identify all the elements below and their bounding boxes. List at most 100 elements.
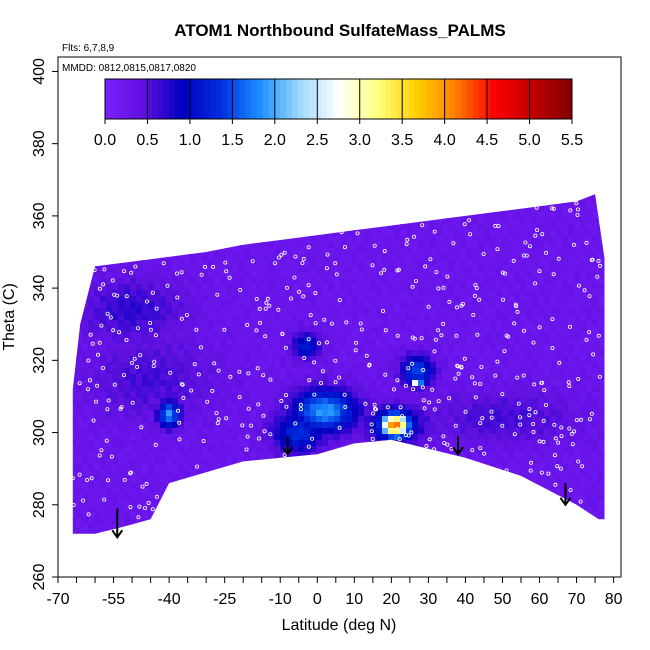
heatmap-cell — [160, 368, 167, 375]
heatmap-cell — [454, 404, 461, 411]
heatmap-cell — [376, 260, 383, 267]
heatmap-cell — [436, 320, 443, 327]
heatmap-cell — [538, 326, 545, 333]
heatmap-cell — [490, 380, 497, 387]
heatmap-cell — [484, 386, 491, 393]
heatmap-cell — [394, 374, 401, 381]
heatmap-cell — [490, 434, 497, 441]
heatmap-cell — [520, 290, 527, 297]
heatmap-cell — [514, 308, 521, 315]
heatmap-cell — [388, 380, 395, 387]
heatmap-cell — [82, 320, 89, 327]
heatmap-cell — [262, 422, 269, 429]
heatmap-cell — [520, 368, 527, 375]
heatmap-cell — [460, 278, 467, 285]
heatmap-cell — [130, 446, 137, 453]
heatmap-cell — [214, 380, 221, 387]
heatmap-cell — [262, 368, 269, 375]
heatmap-cell — [292, 416, 299, 423]
heatmap-cell — [454, 326, 461, 333]
heatmap-cell — [286, 332, 293, 339]
heatmap-cell — [286, 272, 293, 279]
heatmap-cell — [184, 314, 191, 321]
heatmap-cell — [178, 476, 185, 483]
heatmap-cell — [418, 320, 425, 327]
heatmap-cell — [364, 350, 371, 357]
heatmap-cell — [94, 482, 101, 489]
heatmap-cell — [160, 428, 167, 435]
heatmap-cell — [490, 278, 497, 285]
heatmap-cell — [112, 440, 119, 447]
heatmap-cell — [430, 230, 437, 237]
heatmap-cell — [124, 428, 131, 435]
heatmap-cell — [100, 272, 107, 279]
heatmap-cell — [112, 482, 119, 489]
heatmap-cell — [220, 350, 227, 357]
heatmap-cell — [538, 248, 545, 255]
heatmap-cell — [460, 452, 467, 459]
heatmap-cell — [328, 326, 335, 333]
heatmap-cell — [424, 326, 431, 333]
heatmap-cell — [484, 326, 491, 333]
heatmap-cell — [508, 440, 515, 447]
heatmap-cell — [550, 320, 557, 327]
heatmap-cell — [214, 326, 221, 333]
heatmap-cell — [382, 398, 389, 405]
heatmap-cell — [148, 356, 155, 363]
heatmap-cell — [130, 440, 137, 447]
heatmap-cell — [448, 278, 455, 285]
heatmap-cell — [394, 356, 401, 363]
heatmap-cell — [238, 272, 245, 279]
heatmap-cell — [496, 260, 503, 267]
heatmap-cell — [220, 356, 227, 363]
heatmap-cell — [388, 236, 395, 243]
heatmap-cell — [514, 218, 521, 225]
heatmap-cell — [400, 386, 407, 393]
heatmap-cell — [286, 260, 293, 267]
heatmap-cell — [442, 314, 449, 321]
heatmap-cell — [466, 440, 473, 447]
heatmap-cell — [76, 476, 83, 483]
heatmap-cell — [94, 422, 101, 429]
heatmap-cell — [466, 350, 473, 357]
heatmap-cell — [358, 404, 365, 411]
heatmap-cell — [490, 218, 497, 225]
heatmap-cell — [196, 284, 203, 291]
heatmap-cell — [148, 470, 155, 477]
heatmap-cell — [418, 326, 425, 333]
heatmap-cell — [88, 416, 95, 423]
heatmap-cell — [400, 362, 407, 369]
heatmap-cell — [472, 356, 479, 363]
heatmap-cell — [472, 416, 479, 423]
heatmap-cell — [538, 302, 545, 309]
heatmap-cell — [544, 278, 551, 285]
heatmap-cell — [496, 284, 503, 291]
heatmap-cell — [238, 386, 245, 393]
heatmap-cell — [562, 284, 569, 291]
heatmap-cell — [466, 302, 473, 309]
heatmap-cell — [508, 248, 515, 255]
heatmap-cell — [436, 314, 443, 321]
heatmap-cell — [118, 500, 125, 507]
heatmap-cell — [424, 422, 431, 429]
heatmap-cell — [262, 398, 269, 405]
heatmap-cell — [244, 374, 251, 381]
heatmap-cell — [568, 266, 575, 273]
heatmap-cell — [94, 290, 101, 297]
heatmap-cell — [466, 320, 473, 327]
heatmap-cell — [244, 446, 251, 453]
heatmap-cell — [304, 332, 311, 339]
heatmap-cell — [406, 374, 413, 381]
heatmap-cell — [568, 284, 575, 291]
heatmap-cell — [502, 314, 509, 321]
heatmap-cell — [130, 428, 137, 435]
heatmap-cell — [352, 242, 359, 249]
heatmap-cell — [502, 266, 509, 273]
heatmap-cell — [532, 392, 539, 399]
heatmap-cell — [322, 356, 329, 363]
heatmap-cell — [76, 500, 83, 507]
heatmap-cell — [568, 422, 575, 429]
heatmap-cell — [370, 260, 377, 267]
heatmap-cell — [106, 500, 113, 507]
heatmap-cell — [478, 410, 485, 417]
